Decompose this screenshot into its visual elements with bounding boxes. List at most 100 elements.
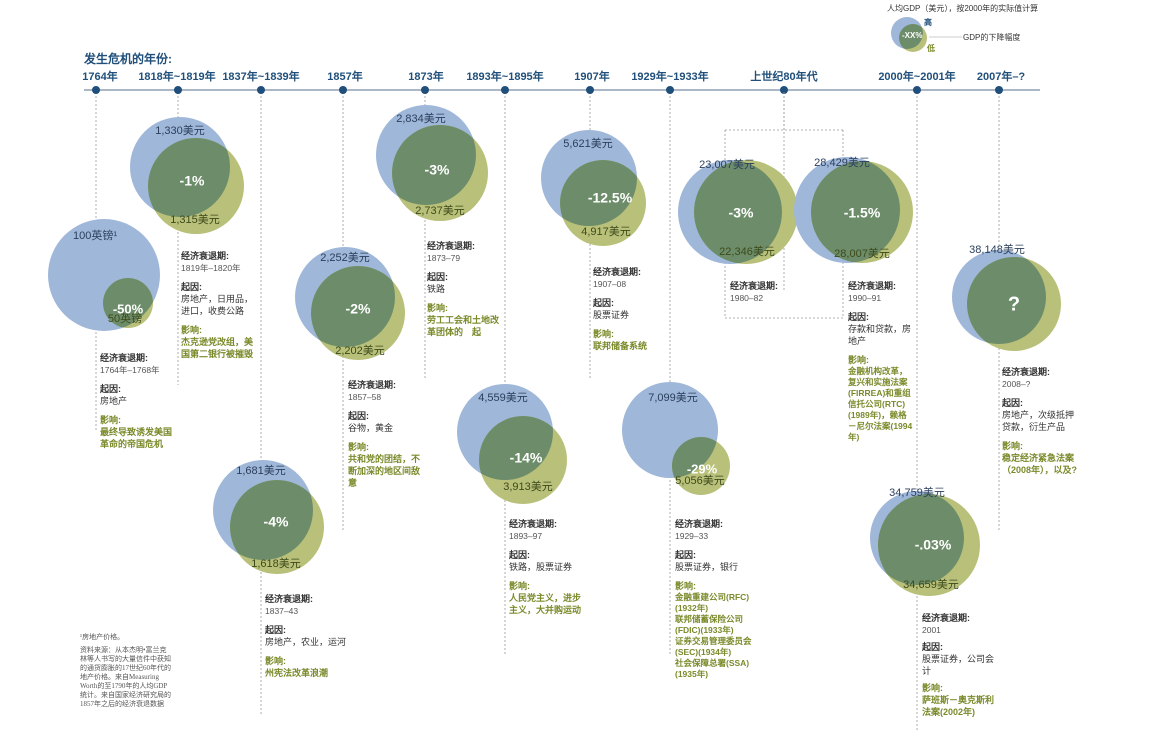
cause-label: 起因: — [100, 384, 121, 394]
legend-drop-label: GDP的下降幅度 — [963, 33, 1021, 42]
legend-drop-sample: -XX% — [902, 31, 923, 40]
gdp-low-label: 4,917美元 — [581, 225, 631, 238]
impact-label: 影响: — [922, 683, 943, 693]
crisis-note-1764: 经济衰退期: 1764年–1768年 起因: 房地产 影响: 最终导致诱发美国革命的帝… — [100, 352, 178, 457]
timeline-dot — [586, 86, 594, 94]
cause-label: 起因: — [675, 550, 696, 560]
impact-value: 杰克逊党改组，美国第二银行被摧毁 — [181, 337, 254, 359]
gdp-drop-label: -50% — [113, 301, 144, 316]
gdp-high-label: 28,429美元 — [814, 156, 870, 169]
cause-label: 起因: — [181, 282, 202, 292]
crisis-bubble — [541, 130, 646, 246]
year-label: 1818年~1819年 — [138, 71, 216, 83]
timeline-dot — [339, 86, 347, 94]
crisis-bubble — [213, 460, 324, 574]
timeline-dot — [780, 86, 788, 94]
cause-value: 铁路 — [427, 284, 446, 294]
year-label: 1893年~1895年 — [466, 71, 544, 83]
crisis-bubble — [952, 250, 1061, 351]
cause-label: 起因: — [427, 272, 448, 282]
crisis-bubble — [794, 157, 913, 263]
crisis-note-1929: 经济衰退期: 1929–33 起因: 股票证券，银行 影响: 金融重建公司(RFC)(… — [675, 518, 767, 687]
footnote-source: 资料来源：从本杰明•富兰克林等人书写的大量信件中获知的通货膨胀的17世纪60年代… — [80, 646, 171, 708]
cause-value: 铁路，股票证券 — [509, 562, 573, 572]
crisis-note-1818: 经济衰退期: 1819年–1820年 起因: 房地产，日用品，进口，收费公路 影响:… — [181, 250, 261, 367]
year-label: 1929年~1933年 — [631, 71, 709, 83]
year-label: 上世纪80年代 — [750, 71, 818, 83]
recession-value: 1764年–1768年 — [100, 365, 160, 375]
crisis-note-1990: 经济衰退期: 1990–91 起因: 存款和贷款，房地产 影响: 金融机构改革，复兴和… — [848, 280, 914, 450]
year-label: 2007年–? — [976, 71, 1026, 83]
gdp-low-label: 50英镑 — [108, 311, 142, 325]
crisis-note-1980: 经济衰退期: 1980–82 — [730, 280, 804, 311]
impact-value: 萨班斯－奥克斯利法案(2002年) — [922, 695, 995, 717]
cause-label: 起因: — [265, 625, 286, 635]
gdp-low-label: 28,007美元 — [834, 247, 890, 260]
impact-value: 州宪法改革浪潮 — [265, 668, 329, 678]
crisis-note-1893: 经济衰退期: 1893–97 起因: 铁路，股票证券 影响: 人民党主义，进步主义，大… — [509, 518, 583, 623]
crisis-bubble — [678, 160, 798, 264]
gdp-high-label: 34,759美元 — [889, 486, 945, 499]
impact-label: 影响: — [181, 325, 202, 335]
gdp-drop-label: -3% — [425, 162, 450, 178]
cause-value: 股票证券，公司会计 — [922, 654, 995, 676]
gdp-overlap-region — [103, 278, 153, 328]
recession-label: 经济衰退期: — [265, 594, 313, 604]
crisis-note-1857: 经济衰退期: 1857–58 起因: 谷物，黄金 影响: 共和党的团结，不断加深的地区… — [348, 379, 424, 496]
recession-value: 2008–? — [1002, 379, 1031, 389]
recession-value: 1980–82 — [730, 293, 764, 303]
gdp-high-label: 7,099美元 — [648, 391, 698, 404]
recession-label: 经济衰退期: — [509, 519, 557, 529]
crisis-bubble — [870, 491, 980, 596]
impact-value: 劳工工会和土地改革团体的 起 — [427, 315, 500, 337]
cause-value: 房地产，次级抵押贷款，衍生产品 — [1002, 410, 1075, 432]
timeline-dot — [501, 86, 509, 94]
recession-value: 1837–43 — [265, 606, 299, 616]
gdp-high-label: 1,681美元 — [236, 464, 286, 477]
legend-title: 人均GDP（美元），按2000年的实际值计算 — [887, 4, 1039, 13]
recession-label: 经济衰退期: — [593, 267, 641, 277]
cause-value: 股票证券 — [593, 310, 630, 320]
impact-label: 影响: — [509, 581, 530, 591]
gdp-drop-label: -29% — [687, 461, 718, 476]
gdp-low-label: 2,737美元 — [415, 204, 465, 217]
crisis-bubble — [457, 384, 567, 504]
recession-label: 经济衰退期: — [348, 380, 396, 390]
cause-label: 起因: — [848, 312, 869, 322]
gdp-high-label: 100英镑¹ — [73, 228, 117, 242]
cause-value: 股票证券，银行 — [675, 562, 739, 572]
year-label: 2000年~2001年 — [878, 71, 956, 83]
gdp-drop-label: -3% — [729, 205, 754, 221]
gdp-low-label: 34,659美元 — [903, 578, 959, 591]
impact-value: 金融重建公司(RFC)(1932年) 联邦储蓄保险公司(FDIC)(1933年)… — [675, 592, 752, 679]
crisis-bubble — [48, 219, 160, 331]
recession-value: 1990–91 — [848, 293, 882, 303]
impact-label: 影响: — [265, 656, 286, 666]
gdp-high-label: 4,559美元 — [478, 391, 528, 404]
gdp-high-label: 38,148美元 — [969, 243, 1025, 256]
impact-label: 影响: — [348, 442, 369, 452]
gdp-drop-label: -.03% — [915, 537, 952, 553]
legend-graphic — [891, 17, 962, 52]
timeline-dot — [92, 86, 100, 94]
recession-label: 经济衰退期: — [675, 519, 723, 529]
recession-label: 经济衰退期: — [100, 353, 148, 363]
impact-value: 联邦储备系统 — [593, 341, 648, 351]
crisis-note-1907: 经济衰退期: 1907–08 起因: 股票证券 影响: 联邦储备系统 — [593, 266, 667, 359]
legend-high-label: 高 — [924, 18, 932, 27]
footnote-mark: ¹房地产价格。 — [80, 633, 125, 641]
footnote: ¹房地产价格。 资料来源：从本杰明•富兰克林等人书写的大量信件中获知的通货膨胀的… — [80, 633, 172, 709]
gdp-overlap-region — [694, 160, 782, 264]
impact-value: 金融机构改革，复兴和实施法案(FIRREA)和重组信托公司(RTC)(1989年… — [848, 366, 913, 442]
gdp-high-label: 23,007美元 — [699, 158, 755, 171]
recession-value: 1929–33 — [675, 531, 709, 541]
crisis-note-2000: 经济衰退期: 2001 起因: 股票证券，公司会计 影响: 萨班斯－奥克斯利法案(20… — [922, 612, 998, 718]
recession-label: 经济衰退期: — [848, 281, 896, 291]
recession-label: 经济衰退期: — [730, 281, 778, 291]
timeline-dot — [913, 86, 921, 94]
recession-label: 经济衰退期: — [427, 241, 475, 251]
impact-label: 影响: — [427, 303, 448, 313]
cause-value: 房地产 — [100, 396, 128, 406]
gdp-high-label: 2,834美元 — [396, 112, 446, 125]
